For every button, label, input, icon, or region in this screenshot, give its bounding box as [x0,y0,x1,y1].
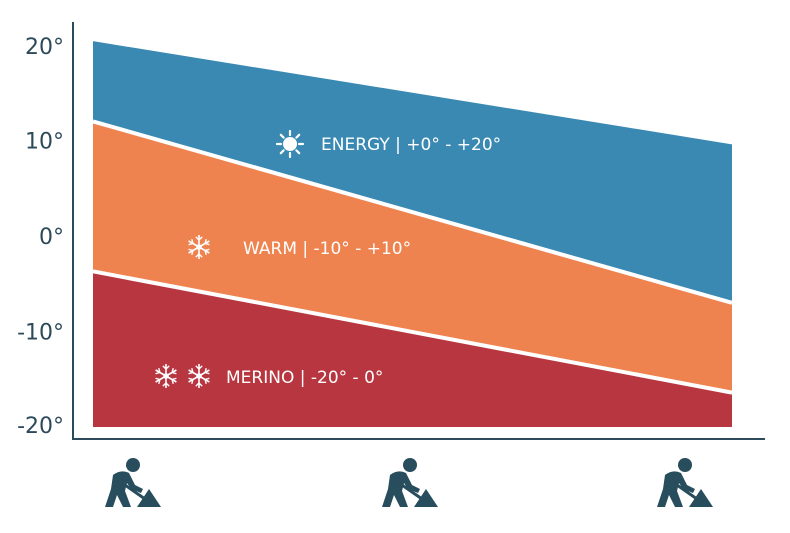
y-tick-label: -20° [17,414,64,439]
snowflake-icon [188,364,210,388]
band-label-merino: MERINO | -20° - 0° [226,368,383,388]
boundary-lines-group [92,119,733,395]
y-tick-label: 10° [25,130,64,155]
x-axis-icons-group [105,458,713,507]
boundary-merino [92,269,733,395]
band-label-warm: WARM | -10° - +10° [243,239,411,259]
band-label-energy: ENERGY | +0° - +20° [321,135,501,155]
boundary-warm [92,119,733,305]
band-merino [93,271,732,427]
axes-group [72,22,765,440]
worker-shoveling-icon [105,458,161,507]
snowflake-icon [155,364,177,388]
worker-shoveling-icon [657,458,713,507]
y-tick-label: -10° [17,321,64,346]
y-tick-label: 20° [25,35,64,60]
snowflake-icon [188,235,210,259]
y-tick-labels: 20° 10° 0° -10° -20° [17,35,64,439]
y-tick-label: 0° [39,225,64,250]
sun-icon [275,129,305,159]
worker-shoveling-icon [382,458,438,507]
bands-group [93,41,732,428]
band-labels-group: MERINO | -20° - 0° WARM | -10° - +10° ENER… [155,129,501,388]
